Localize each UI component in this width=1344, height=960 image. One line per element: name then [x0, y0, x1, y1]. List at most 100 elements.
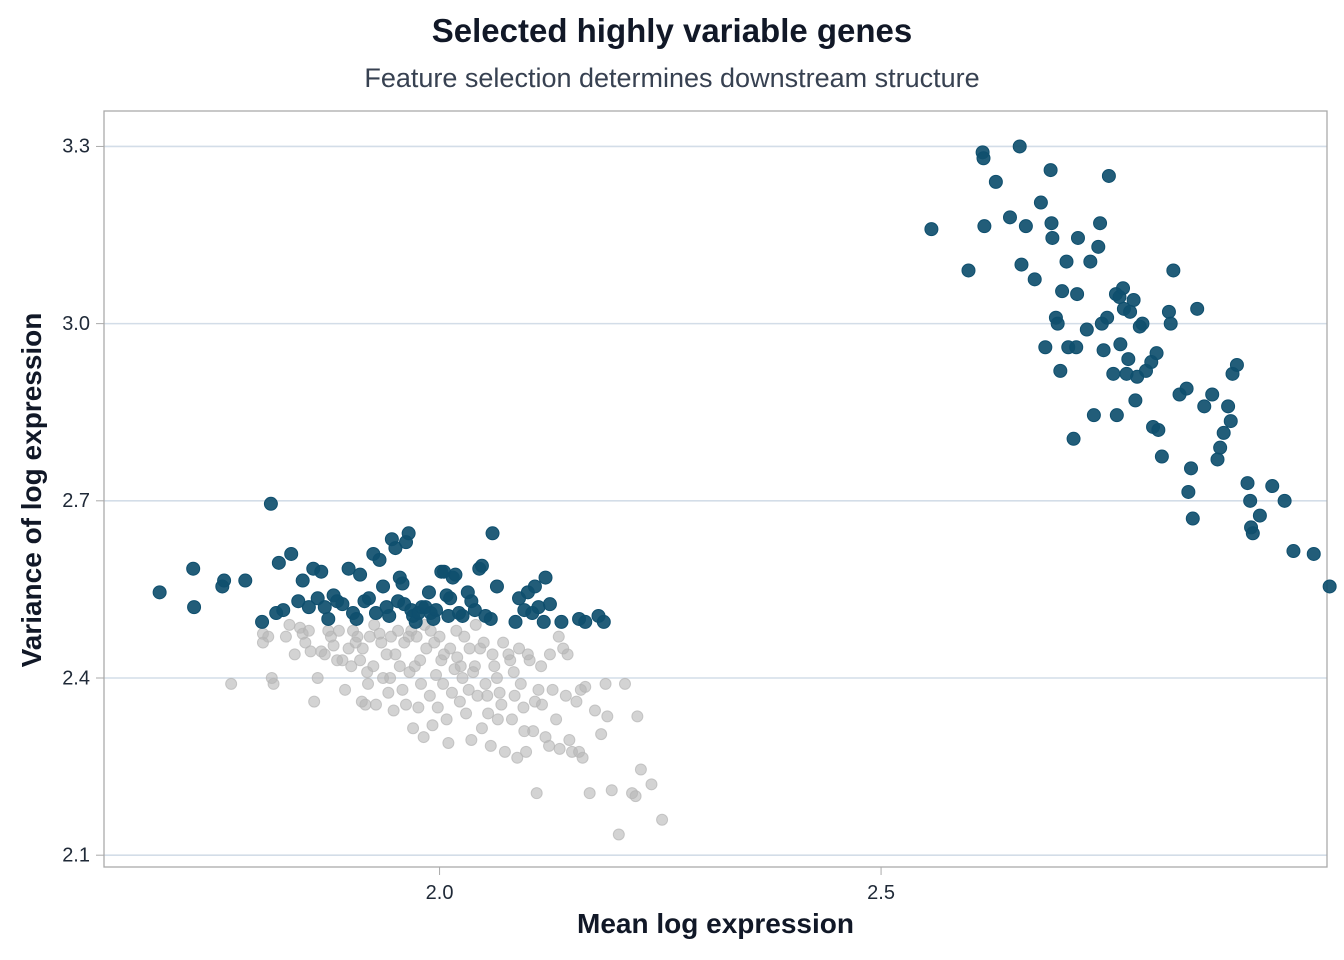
point-not-selected	[507, 666, 520, 679]
point-not-selected	[359, 698, 372, 711]
point-selected	[187, 600, 202, 615]
point-selected	[578, 614, 593, 629]
point-selected	[455, 608, 470, 623]
point-selected	[217, 573, 232, 588]
point-selected	[1126, 293, 1141, 307]
point-selected	[341, 561, 356, 576]
point-selected	[1128, 393, 1143, 408]
point-selected	[1240, 476, 1255, 491]
point-not-selected	[574, 683, 587, 696]
point-not-selected	[588, 704, 601, 717]
point-not-selected	[520, 745, 533, 758]
point-not-selected	[595, 728, 608, 741]
point-not-selected	[467, 666, 480, 679]
point-not-selected	[465, 734, 478, 747]
point-not-selected	[535, 660, 548, 673]
point-not-selected	[458, 630, 471, 643]
point-not-selected	[599, 677, 612, 690]
point-selected	[295, 573, 310, 588]
point-not-selected	[450, 624, 463, 637]
point-selected	[1018, 219, 1033, 234]
point-selected	[429, 603, 444, 618]
chart-title: Selected highly variable genes	[431, 12, 913, 49]
point-selected	[1100, 310, 1115, 325]
point-selected	[276, 603, 291, 618]
point-selected	[1181, 484, 1196, 499]
point-selected	[1306, 546, 1321, 561]
point-not-selected	[521, 648, 534, 661]
point-not-selected	[552, 630, 565, 643]
y-tick-label: 3.3	[62, 136, 90, 158]
point-not-selected	[484, 739, 497, 752]
point-selected	[1166, 263, 1181, 278]
point-not-selected	[553, 742, 566, 755]
point-not-selected	[363, 630, 376, 643]
point-not-selected	[618, 677, 631, 690]
point-not-selected	[393, 660, 406, 673]
point-selected	[186, 561, 201, 576]
point-selected	[317, 600, 332, 615]
point-not-selected	[601, 710, 614, 723]
point-selected	[1045, 230, 1060, 245]
point-not-selected	[345, 660, 358, 673]
point-not-selected	[546, 683, 559, 696]
point-selected	[1221, 399, 1236, 414]
point-selected	[1252, 508, 1267, 523]
point-selected	[301, 600, 316, 615]
point-not-selected	[514, 677, 527, 690]
point-selected	[1213, 440, 1228, 455]
point-selected	[1113, 337, 1128, 352]
point-not-selected	[477, 636, 490, 649]
point-selected	[508, 614, 523, 629]
point-not-selected	[486, 648, 499, 661]
point-not-selected	[508, 689, 521, 702]
point-not-selected	[517, 701, 530, 714]
point-not-selected	[583, 787, 596, 800]
point-not-selected	[433, 630, 446, 643]
point-selected	[388, 541, 403, 556]
point-selected	[1086, 408, 1101, 423]
point-selected	[238, 573, 253, 588]
point-selected	[152, 585, 167, 600]
point-selected	[531, 600, 546, 615]
point-not-selected	[445, 686, 458, 699]
point-not-selected	[410, 630, 423, 643]
point-not-selected	[288, 648, 301, 661]
point-not-selected	[543, 739, 556, 752]
point-not-selected	[362, 677, 375, 690]
point-not-selected	[384, 672, 397, 684]
point-not-selected	[407, 722, 420, 735]
point-selected	[1223, 414, 1238, 429]
point-not-selected	[454, 660, 467, 673]
point-not-selected	[612, 828, 625, 841]
y-tick-label: 2.7	[62, 490, 90, 512]
point-not-selected	[532, 683, 545, 696]
point-not-selected	[456, 672, 469, 684]
point-selected	[1216, 425, 1231, 440]
point-not-selected	[481, 689, 494, 702]
plot-panel-border	[103, 110, 1328, 868]
x-tick-label: 2.0	[426, 882, 454, 904]
point-not-selected	[387, 704, 400, 717]
point-not-selected	[453, 695, 466, 708]
point-selected	[353, 567, 368, 582]
point-not-selected	[440, 713, 453, 726]
point-not-selected	[437, 677, 450, 690]
point-not-selected	[339, 683, 352, 696]
point-not-selected	[369, 698, 382, 711]
point-not-selected	[324, 630, 337, 643]
point-not-selected	[490, 672, 503, 684]
point-not-selected	[530, 787, 543, 800]
point-selected	[1014, 257, 1029, 272]
point-selected	[1116, 281, 1131, 296]
point-selected	[421, 585, 436, 600]
point-selected	[536, 614, 551, 629]
point-selected	[542, 597, 557, 612]
point-not-selected	[463, 642, 476, 655]
point-not-selected	[426, 719, 439, 732]
point-selected	[284, 546, 299, 561]
point-selected	[977, 219, 992, 234]
point-selected	[538, 570, 553, 585]
point-selected	[1286, 544, 1301, 559]
point-selected	[1096, 343, 1111, 358]
